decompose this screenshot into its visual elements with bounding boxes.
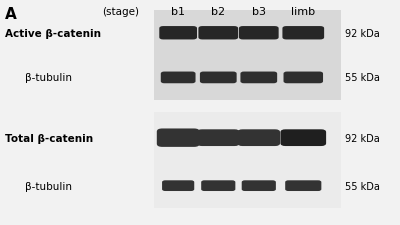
FancyBboxPatch shape	[242, 180, 276, 191]
FancyBboxPatch shape	[201, 180, 235, 191]
FancyBboxPatch shape	[285, 180, 321, 191]
Text: 55 kDa: 55 kDa	[345, 73, 380, 83]
FancyBboxPatch shape	[239, 27, 279, 40]
Text: 92 kDa: 92 kDa	[345, 133, 380, 143]
Text: 55 kDa: 55 kDa	[345, 181, 380, 191]
FancyBboxPatch shape	[162, 180, 194, 191]
FancyBboxPatch shape	[161, 72, 196, 84]
FancyBboxPatch shape	[197, 130, 240, 146]
Text: b3: b3	[252, 7, 266, 17]
Text: β-tubulin: β-tubulin	[25, 73, 72, 83]
FancyBboxPatch shape	[157, 129, 200, 147]
Text: Active β-catenin: Active β-catenin	[5, 29, 101, 38]
FancyBboxPatch shape	[200, 72, 237, 84]
FancyBboxPatch shape	[154, 56, 341, 100]
FancyBboxPatch shape	[154, 11, 341, 56]
FancyBboxPatch shape	[159, 27, 197, 40]
FancyBboxPatch shape	[284, 72, 323, 84]
FancyBboxPatch shape	[198, 27, 238, 40]
Text: b2: b2	[211, 7, 225, 17]
Text: b1: b1	[171, 7, 185, 17]
Text: (stage): (stage)	[102, 7, 139, 17]
Text: A: A	[5, 7, 17, 22]
FancyBboxPatch shape	[282, 27, 324, 40]
Text: β-tubulin: β-tubulin	[25, 181, 72, 191]
Text: Total β-catenin: Total β-catenin	[5, 133, 94, 143]
FancyBboxPatch shape	[240, 72, 277, 84]
FancyBboxPatch shape	[280, 130, 326, 146]
Text: limb: limb	[291, 7, 315, 17]
FancyBboxPatch shape	[154, 164, 341, 208]
FancyBboxPatch shape	[238, 130, 280, 146]
FancyBboxPatch shape	[154, 112, 341, 164]
Text: 92 kDa: 92 kDa	[345, 29, 380, 38]
